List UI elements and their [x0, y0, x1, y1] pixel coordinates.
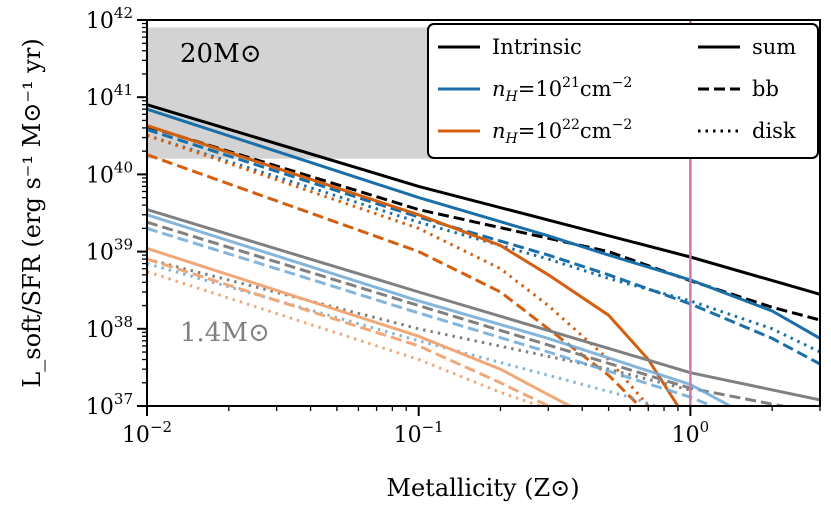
- series-line-12: [147, 226, 713, 406]
- annotation-1p4msun: 1.4M⊙: [180, 318, 270, 348]
- series-line-3: [147, 128, 820, 366]
- ticks-layer: 10−2 10−1 100 1037 1038 1039 1040 1041 1042: [86, 4, 821, 448]
- series-line-7: [147, 153, 641, 406]
- y-tick-label: 1041: [86, 81, 133, 111]
- y-tick-label: 1040: [86, 158, 133, 188]
- legend-label-bb: bb: [752, 77, 779, 101]
- x-tick-label: 100: [672, 418, 710, 448]
- x-axis-title: Metallicity (Z⊙): [386, 474, 579, 502]
- series-line-8: [147, 208, 820, 402]
- y-tick-label: 1039: [86, 236, 133, 266]
- legend-label-disk: disk: [752, 119, 796, 143]
- series-line-5: [147, 124, 680, 406]
- plot-frame: [146, 19, 821, 407]
- legend-box: [427, 23, 819, 159]
- series-line-2: [147, 107, 820, 340]
- series-line-16: [147, 270, 541, 406]
- y-axis-title: L_soft/SFR (erg s⁻¹ M⊙⁻¹ yr): [18, 38, 46, 387]
- series-line-13: [147, 262, 661, 406]
- annotation-20msun: 20M⊙: [180, 39, 262, 69]
- series-line-0: [147, 103, 820, 296]
- x-tick-label: 10−2: [122, 418, 172, 448]
- y-tick-label: 1042: [86, 4, 133, 34]
- y-tick-label: 1037: [86, 390, 133, 420]
- series-line-9: [147, 220, 790, 406]
- series-line-4: [147, 133, 820, 354]
- legend-label-intrinsic: Intrinsic: [492, 35, 582, 59]
- series-line-6: [147, 133, 650, 406]
- series-line-11: [147, 213, 731, 406]
- series-line-14: [147, 246, 571, 406]
- legend-label-sum: sum: [752, 35, 796, 59]
- x-tick-label: 10−1: [394, 418, 444, 448]
- legend: Intrinsic nH=1021cm−2 nH=1022cm−2 sum bb…: [427, 23, 819, 159]
- series-line-15: [147, 257, 549, 406]
- series-layer: [147, 103, 820, 406]
- y-tick-label: 1038: [86, 313, 133, 343]
